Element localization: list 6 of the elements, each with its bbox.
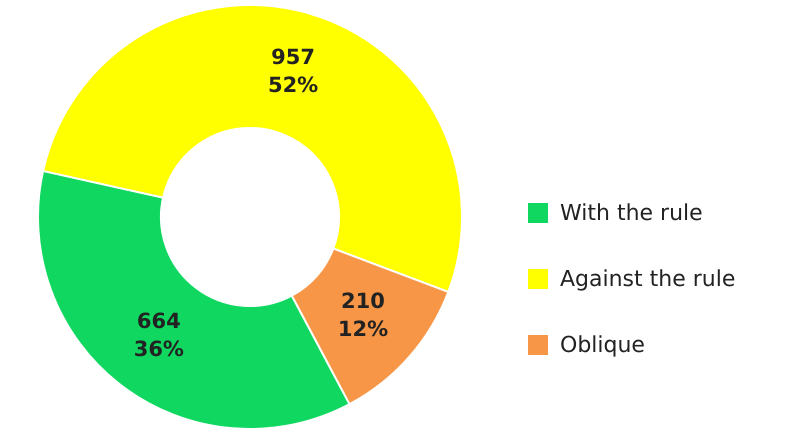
legend-label: Against the rule <box>560 266 736 292</box>
legend-label: With the rule <box>560 200 703 226</box>
data-label: 664 36% <box>134 309 184 362</box>
data-label: 957 52% <box>268 45 318 98</box>
data-label: 210 12% <box>338 288 388 341</box>
legend-label: Oblique <box>560 332 645 358</box>
